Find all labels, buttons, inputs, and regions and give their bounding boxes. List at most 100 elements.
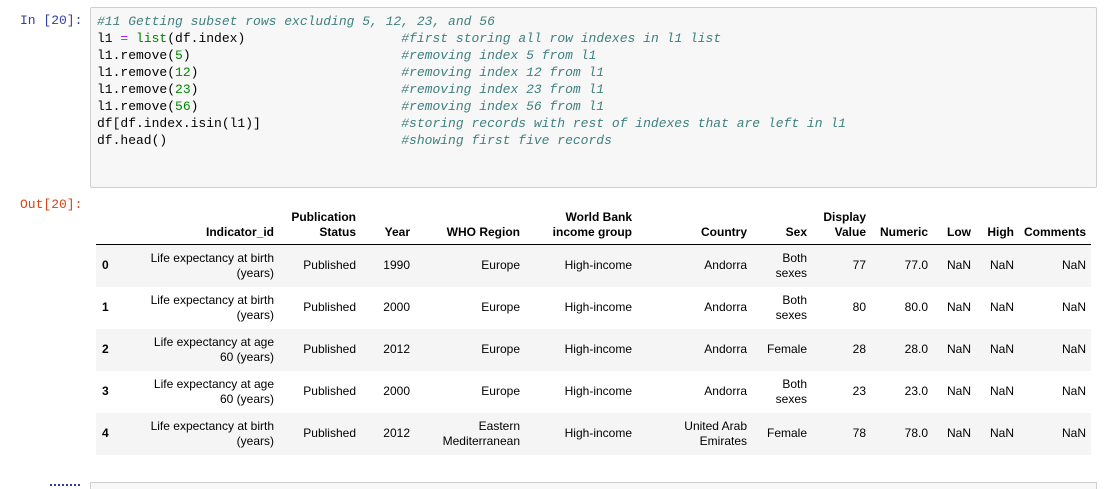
table-cell: NaN bbox=[989, 300, 1014, 314]
column-header: Publication Status bbox=[279, 206, 361, 245]
column-header: Numeric bbox=[871, 206, 933, 245]
table-cell: NaN bbox=[989, 342, 1014, 356]
table-cell: Published bbox=[303, 300, 356, 314]
table-cell: Published bbox=[303, 426, 356, 440]
table-cell: Published bbox=[303, 384, 356, 398]
table-cell: Europe bbox=[481, 300, 520, 314]
table-cell: Female bbox=[766, 426, 807, 440]
column-header: Year bbox=[361, 206, 415, 245]
table-cell: NaN bbox=[946, 342, 971, 356]
code-line: l1.remove(12) #removing index 12 from l1 bbox=[97, 65, 605, 80]
table-cell: 78.0 bbox=[904, 426, 928, 440]
code-cell-editor[interactable]: #11 Getting subset rows excluding 5, 12,… bbox=[90, 7, 1097, 188]
output-area: Indicator_id Publication Status Year WHO Reg… bbox=[96, 206, 1092, 455]
column-header bbox=[96, 206, 134, 245]
row-index: 3 bbox=[102, 384, 109, 398]
table-row: 0 Life expectancy at birth (years) Publishe… bbox=[96, 244, 1092, 287]
table-cell: Europe bbox=[481, 384, 520, 398]
table-cell: NaN bbox=[1062, 342, 1087, 356]
table-cell: High-income bbox=[564, 258, 632, 273]
table-cell: Both sexes bbox=[775, 250, 807, 280]
table-cell: 28.0 bbox=[904, 342, 928, 356]
column-header: WHO Region bbox=[415, 206, 525, 245]
table-header-row: Indicator_id Publication Status Year WHO Reg… bbox=[96, 206, 1092, 245]
row-index: 0 bbox=[102, 258, 109, 273]
table-cell: 78 bbox=[852, 426, 866, 440]
code-line: #11 Getting subset rows excluding 5, 12,… bbox=[97, 14, 495, 29]
table-cell: High-income bbox=[564, 384, 632, 398]
row-index: 1 bbox=[102, 300, 109, 314]
column-header: Display Value bbox=[812, 206, 871, 245]
table-cell: 80.0 bbox=[904, 300, 928, 314]
column-header: Comments bbox=[1019, 206, 1092, 245]
code-block: #11 Getting subset rows excluding 5, 12,… bbox=[97, 13, 846, 149]
table-cell: NaN bbox=[1062, 384, 1087, 398]
table-cell: Both sexes bbox=[775, 376, 807, 406]
table-row: 2 Life expectancy at age 60 (years) Publish… bbox=[96, 328, 1092, 371]
table-cell: Andorra bbox=[704, 300, 747, 314]
row-index: 2 bbox=[102, 342, 109, 356]
column-header: High bbox=[976, 206, 1019, 245]
dataframe-table: Indicator_id Publication Status Year WHO Reg… bbox=[96, 206, 1092, 455]
table-cell: 23 bbox=[852, 384, 866, 398]
table-cell: NaN bbox=[989, 258, 1014, 273]
table-cell: NaN bbox=[946, 426, 971, 440]
table-cell: NaN bbox=[989, 384, 1014, 398]
code-line: l1.remove(5) #removing index 5 from l1 bbox=[97, 48, 597, 63]
table-cell: NaN bbox=[1062, 300, 1087, 314]
table-cell: NaN bbox=[946, 258, 971, 273]
table-cell: Europe bbox=[481, 258, 520, 273]
column-header: Sex bbox=[752, 206, 812, 245]
table-cell: 80 bbox=[852, 300, 866, 314]
table-cell: 1990 bbox=[383, 258, 410, 273]
column-header: World Bank income group bbox=[525, 206, 637, 245]
code-line: l1.remove(23) #removing index 23 from l1 bbox=[97, 82, 605, 97]
table-cell: High-income bbox=[564, 426, 632, 440]
table-cell: 23.0 bbox=[904, 384, 928, 398]
table-row: 1 Life expectancy at birth (years) Publishe… bbox=[96, 286, 1092, 329]
table-cell: NaN bbox=[946, 384, 971, 398]
table-cell: Life expectancy at age 60 (years) bbox=[153, 376, 274, 406]
table-cell: Both sexes bbox=[775, 292, 807, 322]
table-cell: High-income bbox=[564, 300, 632, 314]
table-cell: Eastern Mediterranean bbox=[442, 418, 520, 448]
code-line: df[df.index.isin(l1)] #storing records w… bbox=[97, 116, 846, 131]
code-line: l1 = list(df.index) #first storing all r… bbox=[97, 31, 722, 46]
next-cell-prompt bbox=[50, 484, 80, 489]
table-cell: Andorra bbox=[704, 258, 747, 273]
table-cell: NaN bbox=[989, 426, 1014, 440]
table-cell: Life expectancy at birth (years) bbox=[150, 250, 274, 280]
table-cell: Life expectancy at age 60 (years) bbox=[153, 334, 274, 364]
table-cell: 2000 bbox=[383, 300, 410, 314]
table-cell: Published bbox=[303, 342, 356, 356]
table-cell: United Arab Emirates bbox=[684, 418, 747, 448]
table-cell: NaN bbox=[946, 300, 971, 314]
table-cell: 2000 bbox=[383, 384, 410, 398]
column-header: Indicator_id bbox=[134, 206, 279, 245]
column-header: Country bbox=[637, 206, 752, 245]
table-cell: 2012 bbox=[383, 426, 410, 440]
table-cell: NaN bbox=[1062, 258, 1087, 273]
column-header: Low bbox=[933, 206, 976, 245]
table-cell: Life expectancy at birth (years) bbox=[150, 292, 274, 322]
table-cell: NaN bbox=[1062, 426, 1087, 440]
table-cell: Europe bbox=[481, 342, 520, 356]
table-cell: Female bbox=[766, 342, 807, 356]
table-cell: Life expectancy at birth (years) bbox=[150, 418, 274, 448]
next-code-cell[interactable] bbox=[90, 482, 1097, 489]
code-line: df.head() #showing first five records bbox=[97, 133, 612, 148]
table-cell: Andorra bbox=[704, 342, 747, 356]
table-row: 4 Life expectancy at birth (years) Publishe… bbox=[96, 412, 1092, 455]
table-cell: 77 bbox=[852, 258, 866, 273]
table-cell: 2012 bbox=[383, 342, 410, 356]
table-row: 3 Life expectancy at age 60 (years) Publish… bbox=[96, 370, 1092, 413]
table-cell: 77.0 bbox=[904, 258, 928, 273]
table-cell: Andorra bbox=[704, 384, 747, 398]
table-cell: High-income bbox=[564, 342, 632, 356]
code-line: l1.remove(56) #removing index 56 from l1 bbox=[97, 99, 605, 114]
input-prompt: In [20]: bbox=[20, 13, 83, 28]
row-index: 4 bbox=[102, 426, 109, 440]
table-cell: Published bbox=[303, 258, 356, 273]
output-prompt: Out[20]: bbox=[20, 197, 83, 212]
